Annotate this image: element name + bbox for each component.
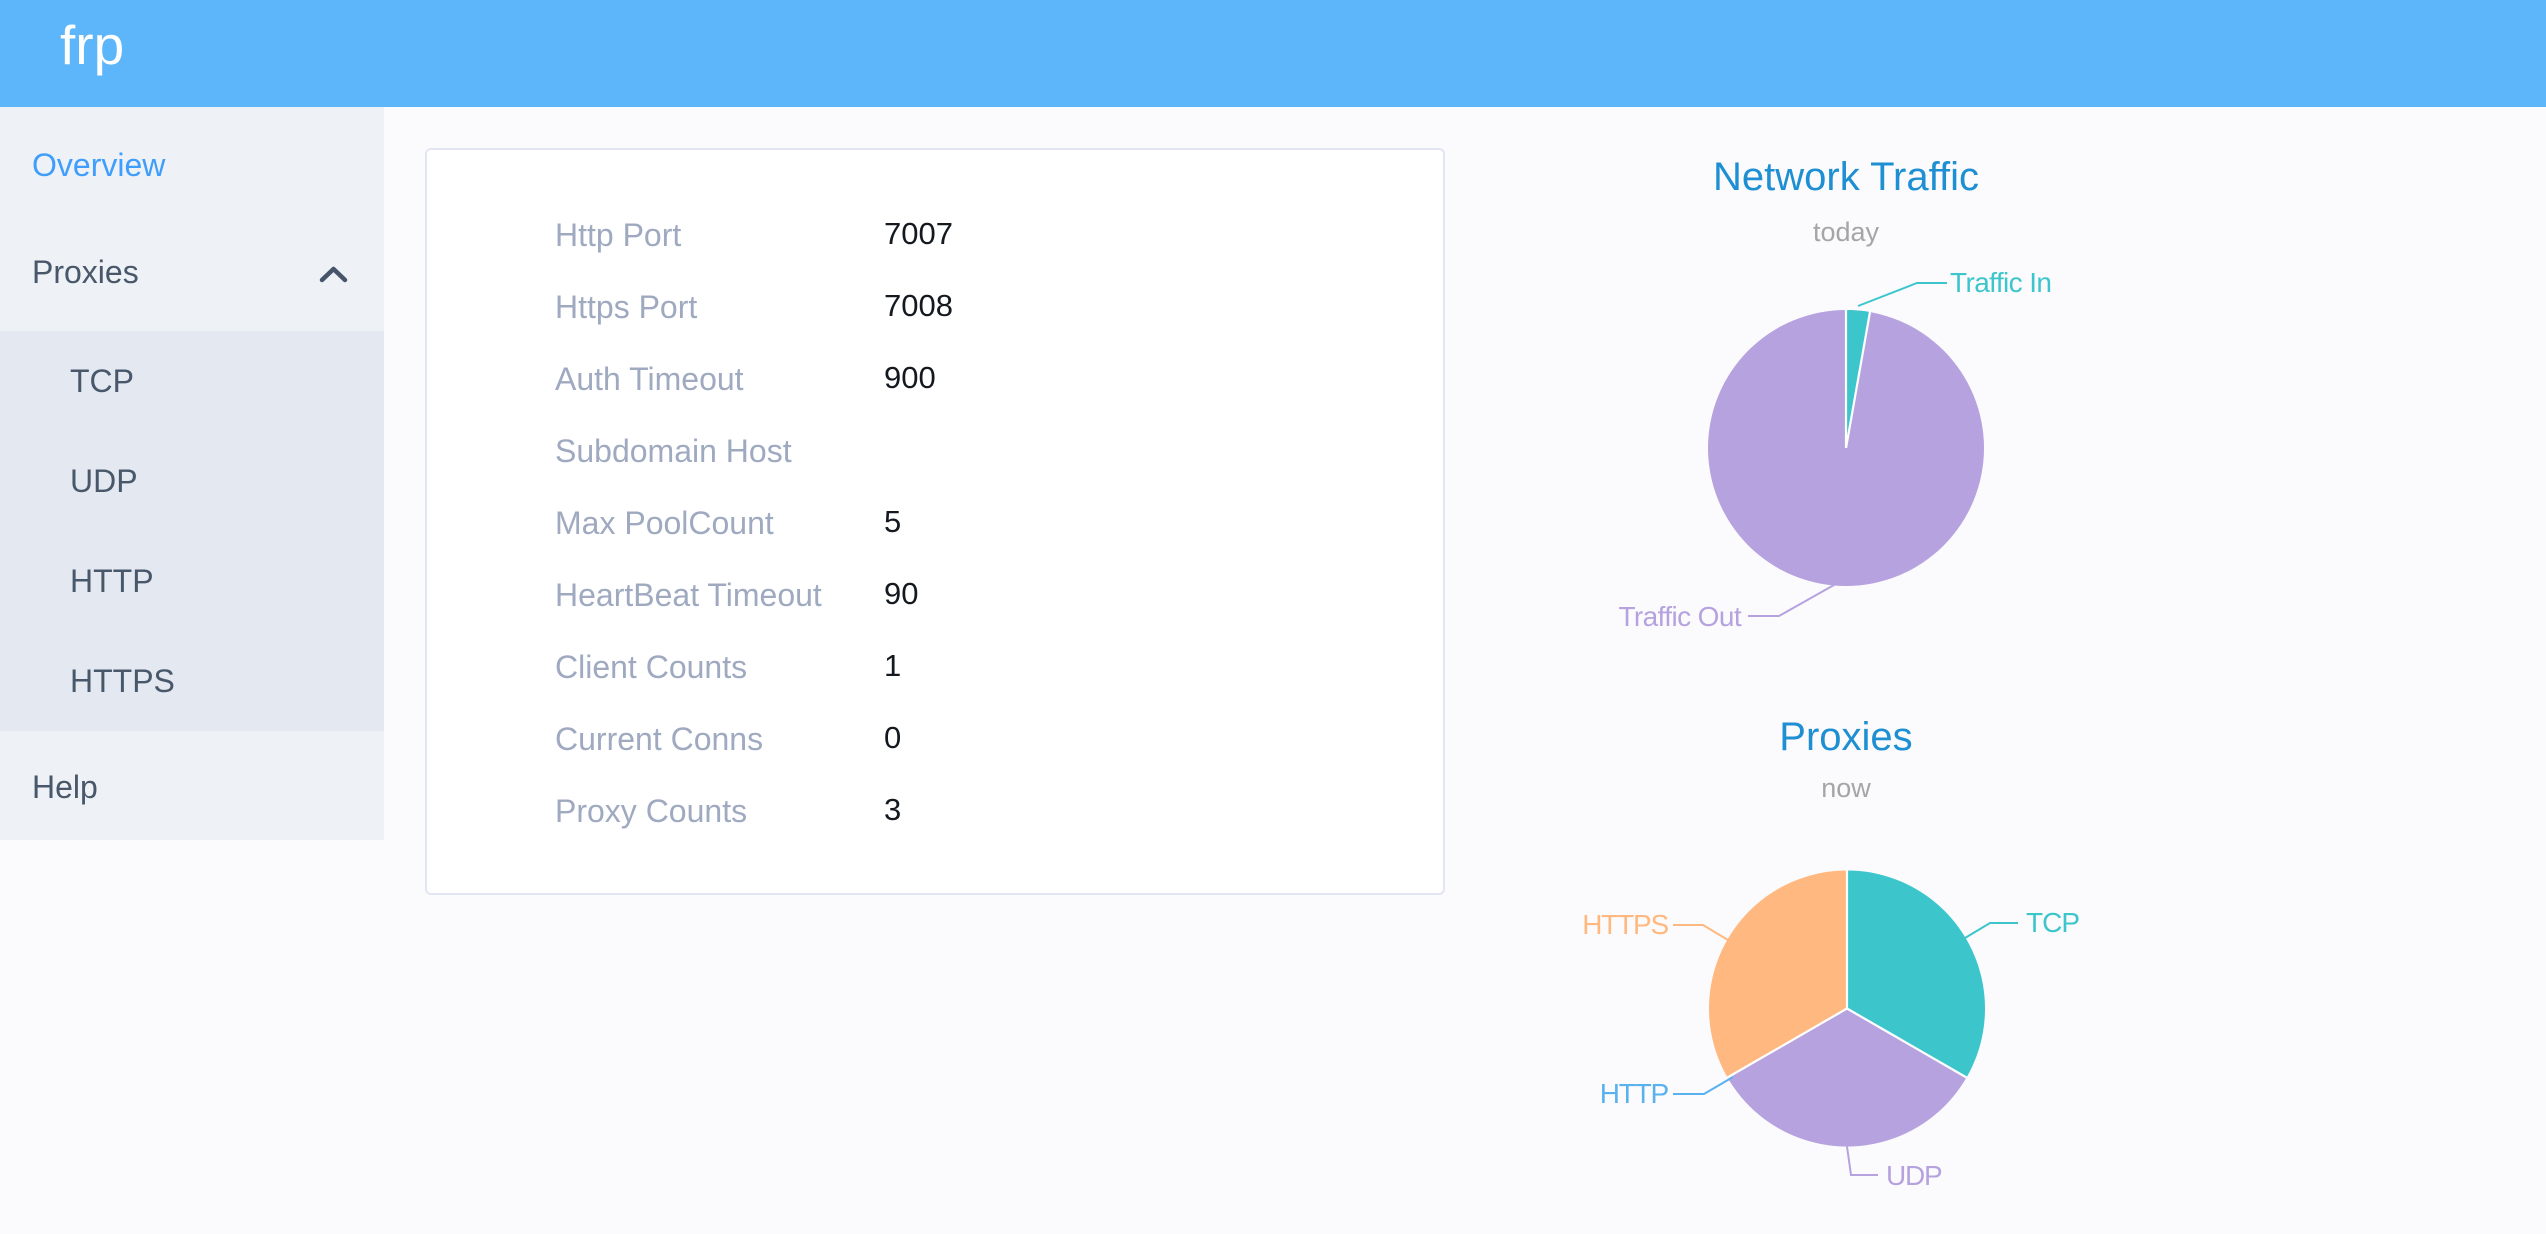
svg-text:UDP: UDP (1886, 1160, 1942, 1191)
svg-text:Network Traffic: Network Traffic (1713, 155, 1979, 199)
svg-text:now: now (1821, 773, 1871, 803)
svg-text:today: today (1813, 217, 1880, 247)
svg-text:Traffic In: Traffic In (1950, 267, 2051, 298)
svg-text:TCP: TCP (2026, 907, 2079, 938)
svg-text:Proxies: Proxies (1779, 715, 1912, 759)
svg-text:HTTP: HTTP (1600, 1078, 1669, 1109)
svg-text:Traffic Out: Traffic Out (1618, 601, 1741, 632)
svg-text:HTTPS: HTTPS (1582, 909, 1668, 940)
